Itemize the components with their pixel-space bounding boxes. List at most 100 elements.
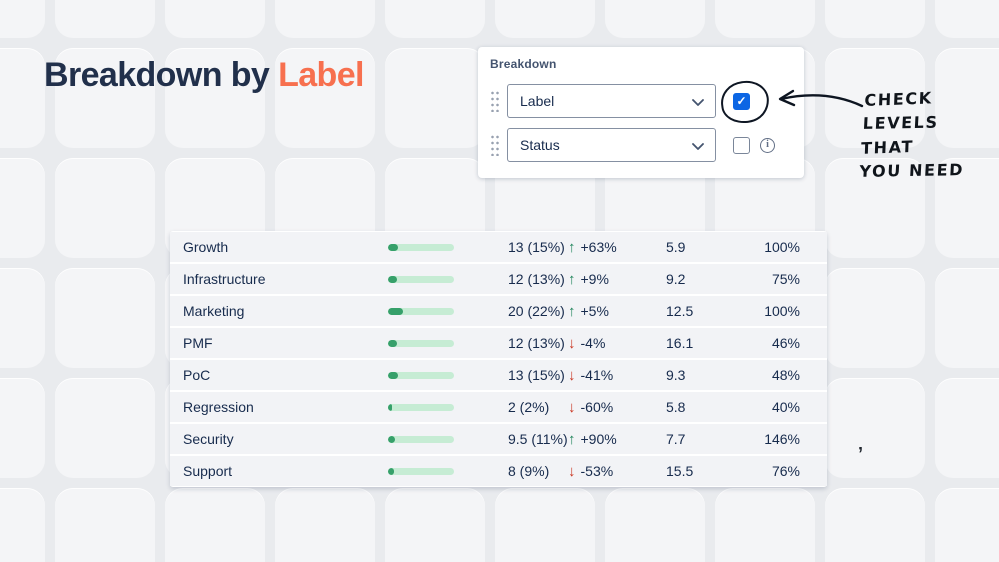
row-label: Marketing — [183, 303, 245, 319]
background-tile — [935, 0, 999, 38]
page-title-prefix: Breakdown by — [44, 56, 270, 94]
table-row: Security 9.5 (11%) ↑ +90% 7.7 146% — [170, 424, 827, 456]
background-tile — [825, 268, 925, 368]
table-row: Infrastructure 12 (13%) ↑ +9% 9.2 75% — [170, 264, 827, 296]
background-tile — [825, 488, 925, 562]
breakdown-row-label: Label ✓ — [490, 84, 750, 118]
label-checkbox[interactable]: ✓ — [733, 92, 750, 110]
row-avg: 5.9 — [666, 239, 686, 255]
background-tile — [275, 0, 375, 38]
progress-bar — [388, 435, 508, 443]
trend-value: +9% — [580, 271, 609, 287]
background-tile — [605, 0, 705, 38]
trend-arrow-icon: ↓ — [568, 398, 576, 416]
row-avg: 5.8 — [666, 399, 686, 415]
row-trend: ↓ -4% — [568, 335, 666, 351]
row-trend: ↑ +63% — [568, 239, 666, 255]
progress-track — [388, 275, 454, 283]
row-label: Support — [183, 463, 233, 479]
background-tile — [55, 158, 155, 258]
table-row: PMF 12 (13%) ↓ -4% 16.1 46% — [170, 328, 827, 360]
row-avg: 15.5 — [666, 463, 694, 479]
progress-track — [388, 403, 454, 411]
row-trend: ↑ +5% — [568, 303, 666, 319]
stray-mark: ’ — [858, 444, 864, 464]
note-line: LEVELS — [862, 112, 940, 133]
panel-heading: Breakdown — [490, 57, 557, 71]
progress-track — [388, 371, 454, 379]
row-percent: 40% — [771, 399, 800, 415]
note-line: CHECK — [864, 88, 934, 110]
background-tile — [55, 0, 155, 38]
drag-handle-icon[interactable] — [490, 134, 500, 156]
row-count: 8 (9%) — [508, 463, 550, 479]
breakdown-panel: Breakdown Label ✓ Status — [478, 47, 804, 178]
row-count: 13 (15%) — [508, 239, 565, 255]
table-row: Support 8 (9%) ↓ -53% 15.5 76% — [170, 456, 827, 486]
row-trend: ↑ +90% — [568, 431, 666, 447]
background-tile — [495, 488, 595, 562]
status-checkbox[interactable] — [733, 136, 750, 154]
status-dropdown-value: Status — [520, 137, 560, 153]
background-tile — [385, 488, 485, 562]
trend-value: +90% — [580, 431, 617, 447]
progress-bar — [388, 307, 508, 315]
row-percent: 46% — [771, 335, 800, 351]
background-tile — [55, 488, 155, 562]
table-row: Growth 13 (15%) ↑ +63% 5.9 100% — [170, 232, 827, 264]
row-avg: 7.7 — [666, 431, 686, 447]
background-tile — [495, 0, 595, 38]
note-line: YOU NEED — [858, 160, 965, 181]
trend-value: -41% — [580, 367, 614, 383]
background-tile — [55, 378, 155, 478]
progress-fill — [388, 275, 397, 283]
chevron-down-icon — [692, 137, 704, 153]
label-dropdown[interactable]: Label — [507, 84, 716, 118]
page-title-highlight: Label — [278, 56, 364, 94]
trend-arrow-icon: ↓ — [568, 366, 576, 384]
background-tile — [825, 378, 925, 478]
row-avg: 9.3 — [666, 367, 686, 383]
row-trend: ↓ -60% — [568, 399, 666, 415]
background-tile — [55, 48, 155, 148]
background-tile — [275, 48, 375, 148]
background-tile — [165, 48, 265, 148]
trend-value: -53% — [580, 463, 614, 479]
trend-arrow-icon: ↑ — [568, 430, 576, 448]
row-percent: 100% — [764, 303, 800, 319]
drag-handle-icon[interactable] — [490, 90, 500, 112]
trend-arrow-icon: ↓ — [568, 462, 576, 480]
background-tile — [935, 158, 999, 258]
progress-bar — [388, 275, 508, 283]
row-label: Infrastructure — [183, 271, 266, 287]
progress-fill — [388, 467, 394, 475]
row-trend: ↓ -53% — [568, 463, 666, 479]
background-tile — [385, 0, 485, 38]
row-percent: 76% — [771, 463, 800, 479]
background-tile — [165, 0, 265, 38]
check-icon: ✓ — [736, 94, 747, 108]
trend-value: +63% — [580, 239, 617, 255]
progress-fill — [388, 371, 398, 379]
row-percent: 75% — [771, 271, 800, 287]
progress-bar — [388, 403, 508, 411]
row-avg: 16.1 — [666, 335, 694, 351]
background-tile — [0, 378, 45, 478]
background-tile — [275, 488, 375, 562]
background-tile — [0, 488, 45, 562]
trend-value: -4% — [580, 335, 606, 351]
info-icon[interactable]: i — [760, 137, 775, 153]
progress-fill — [388, 403, 392, 411]
page-title: Breakdown by Label — [44, 56, 364, 95]
table-row: Marketing 20 (22%) ↑ +5% 12.5 100% — [170, 296, 827, 328]
label-dropdown-value: Label — [520, 93, 555, 109]
trend-value: -60% — [580, 399, 614, 415]
row-label: PoC — [183, 367, 211, 383]
status-dropdown[interactable]: Status — [507, 128, 716, 162]
row-trend: ↓ -41% — [568, 367, 666, 383]
row-label: Security — [183, 431, 234, 447]
row-label: Regression — [183, 399, 254, 415]
row-count: 12 (13%) — [508, 271, 565, 287]
trend-arrow-icon: ↑ — [568, 302, 576, 320]
row-count: 2 (2%) — [508, 399, 550, 415]
